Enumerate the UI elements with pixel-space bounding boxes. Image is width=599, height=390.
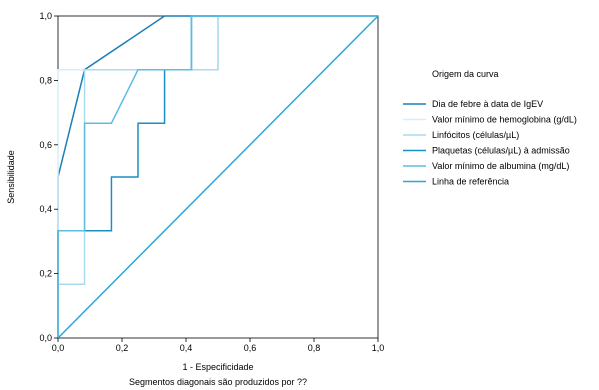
series-line [57, 15, 378, 338]
legend-label: Valor mínimo de albumina (mg/dL) [432, 161, 569, 171]
legend-label: Linha de referência [432, 177, 509, 187]
legend: Origem da curva Dia de febre à data de I… [403, 69, 577, 187]
y-tick-label: 1,0 [39, 11, 52, 21]
y-axis-title: Sensibilidade [6, 150, 16, 204]
x-axis-ticks: 0,0 0,2 0,4 0,6 0,8 1,0 [52, 338, 385, 353]
x-tick-label: 0,2 [116, 343, 129, 353]
y-tick-label: 0,6 [39, 140, 52, 150]
y-tick-label: 0,0 [39, 333, 52, 343]
x-tick-label: 0,4 [180, 343, 193, 353]
footnote: Segmentos diagonais são produzidos por ?… [129, 377, 307, 387]
x-tick-label: 0,6 [244, 343, 257, 353]
x-axis-title: 1 - Especificidade [182, 362, 253, 372]
legend-label: Valor mínimo de hemoglobina (g/dL) [432, 115, 577, 125]
y-tick-label: 0,8 [39, 75, 52, 85]
legend-label: Dia de febre à data de IgEV [432, 99, 543, 109]
x-tick-label: 0,0 [52, 343, 65, 353]
y-tick-label: 0,2 [39, 269, 52, 279]
x-tick-label: 0,8 [308, 343, 321, 353]
legend-label: Plaquetas (células/µL) à admissão [432, 146, 570, 156]
x-tick-label: 1,0 [372, 343, 385, 353]
y-tick-label: 0,4 [39, 204, 52, 214]
legend-label: Linfócitos (células/µL) [432, 130, 519, 140]
y-axis-ticks: 0,0 0,2 0,4 0,6 0,8 1,0 [39, 11, 58, 343]
series-line [57, 15, 378, 338]
legend-title: Origem da curva [432, 69, 499, 79]
series-layer [57, 15, 379, 339]
series-line [57, 15, 379, 339]
